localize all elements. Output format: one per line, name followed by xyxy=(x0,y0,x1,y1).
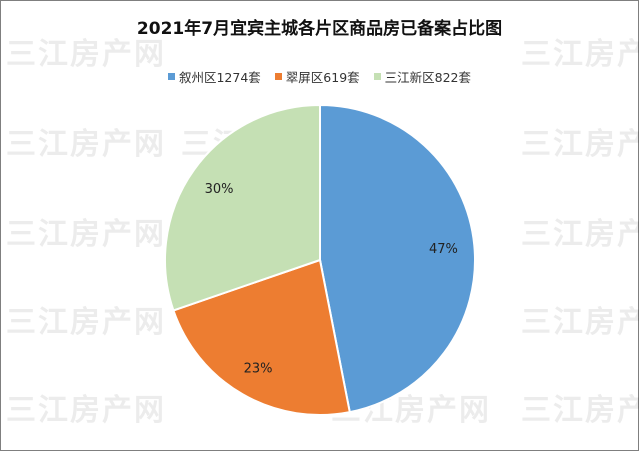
legend-label: 三江新区822套 xyxy=(384,70,472,85)
slice-xuzhou xyxy=(319,103,476,414)
chart-title: 2021年7月宜宾主城各片区商品房已备案占比图 xyxy=(136,19,503,39)
legend-label: 翠屏区619套 xyxy=(285,70,360,85)
chart-legend: 叙州区1274套 翠屏区619套 三江新区822套 xyxy=(1,67,638,86)
slice-percent-label: 30% xyxy=(205,182,234,197)
slice-percent-label: 47% xyxy=(429,242,458,257)
legend-item-cuiping: 翠屏区619套 xyxy=(274,67,360,86)
pie-slices xyxy=(164,103,476,416)
pie-labels: 47% 23% 30% xyxy=(205,182,458,376)
legend-item-sanjiang: 三江新区822套 xyxy=(373,67,472,86)
legend-item-xuzhou: 叙州区1274套 xyxy=(167,67,261,86)
slice-percent-label: 23% xyxy=(244,361,273,376)
legend-swatch xyxy=(274,73,282,80)
slice-sanjiang xyxy=(164,103,321,312)
legend-label: 叙州区1274套 xyxy=(178,70,261,85)
legend-swatch xyxy=(167,73,175,80)
slice-cuiping xyxy=(172,258,351,416)
legend-swatch xyxy=(373,73,381,80)
